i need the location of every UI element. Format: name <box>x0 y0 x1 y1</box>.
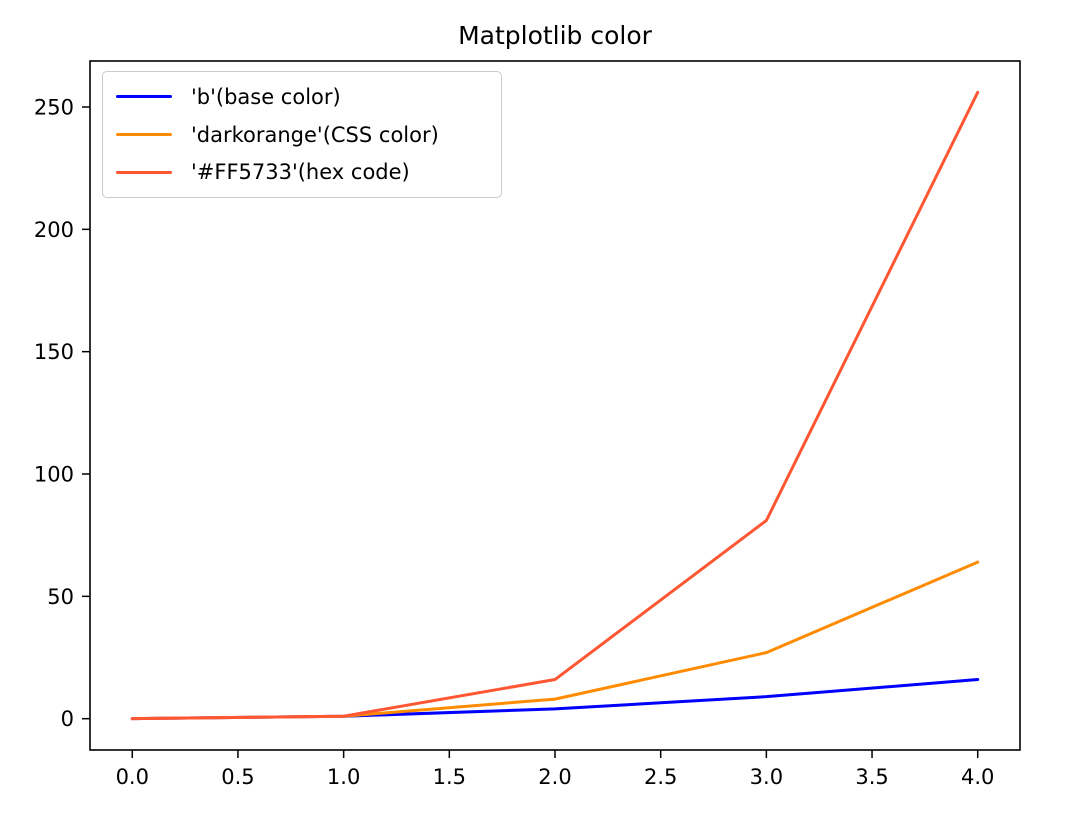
legend-item-base-color: 'b'(base color) <box>116 78 491 116</box>
chart-title: Matplotlib color <box>458 21 652 50</box>
axes-spines <box>89 60 1021 751</box>
x-tick-label: 1.5 <box>433 765 466 789</box>
x-tick-label: 4.0 <box>961 765 994 789</box>
x-tick-label: 2.0 <box>538 765 571 789</box>
legend-line-swatch-ff5733 <box>116 170 172 174</box>
x-tick-label: 0.0 <box>116 765 149 789</box>
y-tick-label: 200 <box>34 218 74 242</box>
legend-label: 'b'(base color) <box>191 84 341 109</box>
series-line <box>130 90 980 721</box>
legend-line-swatch-blue <box>116 95 172 99</box>
y-tick-label: 50 <box>47 585 74 609</box>
series-line <box>130 560 980 721</box>
x-tick-label: 2.5 <box>644 765 677 789</box>
legend-item-hex-color: '#FF5733'(hex code) <box>116 153 491 191</box>
x-tick-label: 1.0 <box>327 765 360 789</box>
legend-label: 'darkorange'(CSS color) <box>191 122 439 147</box>
x-tick-label: 0.5 <box>221 765 254 789</box>
legend-line-swatch-darkorange <box>116 133 172 136</box>
legend: 'b'(base color) 'darkorange'(CSS color) … <box>102 71 502 198</box>
y-tick-label: 0 <box>61 707 74 731</box>
y-tick-label: 100 <box>34 463 74 487</box>
x-tick-label: 3.0 <box>750 765 783 789</box>
y-tick-label: 150 <box>34 340 74 364</box>
y-tick-label: 250 <box>34 95 74 119</box>
x-tick-label: 3.5 <box>855 765 888 789</box>
legend-item-css-color: 'darkorange'(CSS color) <box>116 116 491 154</box>
legend-label: '#FF5733'(hex code) <box>191 160 410 185</box>
